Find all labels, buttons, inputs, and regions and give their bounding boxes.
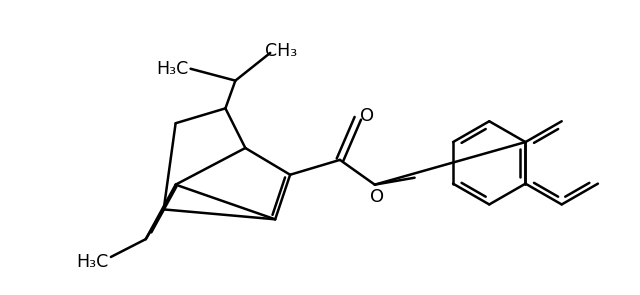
Text: O: O (360, 107, 374, 125)
Text: O: O (370, 188, 384, 206)
Text: CH₃: CH₃ (265, 42, 298, 60)
Text: H₃C: H₃C (77, 253, 109, 271)
Text: H₃C: H₃C (156, 60, 189, 78)
